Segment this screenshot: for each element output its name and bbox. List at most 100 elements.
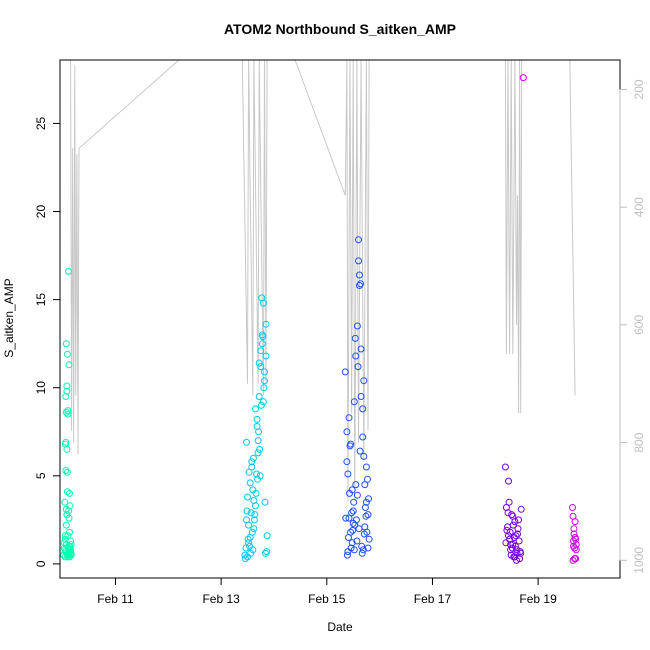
right-tick-label: 1000 (632, 547, 646, 574)
data-point (365, 535, 373, 543)
data-point (570, 525, 578, 533)
data-point (263, 532, 271, 540)
data-point (359, 546, 367, 554)
data-point (356, 271, 363, 279)
data-point (357, 345, 365, 353)
data-point (359, 405, 367, 413)
data-point (343, 428, 351, 436)
data-point (512, 532, 520, 540)
data-point (364, 475, 371, 483)
data-point (353, 537, 361, 545)
y-tick-label: 15 (34, 293, 48, 307)
data-point (507, 541, 515, 548)
altitude-trace-line (70, 59, 576, 502)
data-point (63, 387, 71, 395)
data-point (514, 525, 522, 533)
data-point (63, 468, 71, 476)
data-point (572, 535, 580, 543)
x-axis-title: Date (327, 620, 353, 634)
data-point (356, 447, 364, 455)
data-point (248, 528, 256, 536)
data-point (245, 468, 253, 476)
data-point (67, 541, 75, 548)
data-point (63, 511, 71, 519)
data-point (258, 340, 266, 348)
data-point (343, 458, 351, 466)
data-point (359, 433, 367, 441)
series-5 (519, 74, 580, 564)
y-tick-label: 5 (34, 472, 48, 479)
data-point (252, 489, 260, 497)
data-point (254, 449, 262, 457)
data-point (260, 384, 268, 392)
altitude-trace-layer (70, 59, 576, 502)
data-point (257, 401, 265, 409)
series-1 (60, 267, 75, 561)
data-point (360, 452, 368, 460)
data-point (570, 542, 577, 550)
data-point (348, 539, 356, 547)
data-point (513, 546, 521, 554)
x-tick-label: Feb 15 (308, 592, 346, 606)
data-point (65, 361, 73, 369)
right-tick-label: 600 (632, 315, 646, 335)
data-point (62, 340, 70, 348)
data-point (262, 352, 270, 360)
chart-title: ATOM2 Northbound S_aitken_AMP (224, 21, 456, 37)
data-point (517, 505, 525, 513)
series-4 (501, 463, 525, 564)
data-point (259, 398, 267, 406)
series-3 (341, 236, 373, 559)
data-point (65, 542, 73, 550)
data-point (355, 257, 362, 265)
data-point (62, 521, 70, 529)
data-point (519, 74, 527, 82)
data-point (362, 512, 370, 520)
data-point (343, 551, 351, 559)
data-point (571, 518, 579, 526)
data-point (504, 509, 512, 517)
data-point (349, 507, 357, 515)
data-point (254, 475, 262, 483)
data-point (261, 377, 268, 385)
data-point (508, 511, 516, 519)
data-point (247, 549, 255, 557)
data-point (569, 504, 576, 511)
data-point (509, 512, 517, 520)
data-point (362, 463, 370, 471)
data-point (63, 350, 71, 358)
y-axis-title: S_aitken_AMP (2, 278, 16, 357)
data-point (352, 352, 360, 360)
data-point (257, 347, 265, 355)
data-point (351, 334, 359, 342)
data-point (346, 442, 354, 450)
data-point (342, 514, 350, 522)
data-point (66, 502, 74, 510)
data-point (506, 535, 514, 543)
right-tick-label: 200 (632, 79, 646, 99)
data-point (248, 463, 256, 471)
data-point (64, 407, 72, 415)
data-point (253, 415, 261, 423)
data-point (66, 528, 73, 536)
data-point (66, 489, 73, 497)
data-point (360, 377, 368, 385)
data-point (358, 542, 366, 550)
data-point (341, 368, 349, 376)
data-point (365, 495, 372, 503)
data-point (357, 280, 365, 288)
data-point (258, 294, 266, 302)
data-point (361, 481, 369, 489)
data-point (60, 539, 68, 547)
data-point (249, 454, 257, 462)
data-point (515, 537, 523, 545)
data-point (507, 551, 515, 559)
y-tick-label: 20 (34, 205, 48, 219)
data-point (250, 497, 258, 504)
data-point (248, 458, 256, 466)
data-point (262, 549, 269, 557)
data-point (506, 528, 514, 536)
data-point (357, 393, 365, 400)
y-tick-label: 10 (34, 381, 48, 395)
data-point (502, 539, 510, 547)
